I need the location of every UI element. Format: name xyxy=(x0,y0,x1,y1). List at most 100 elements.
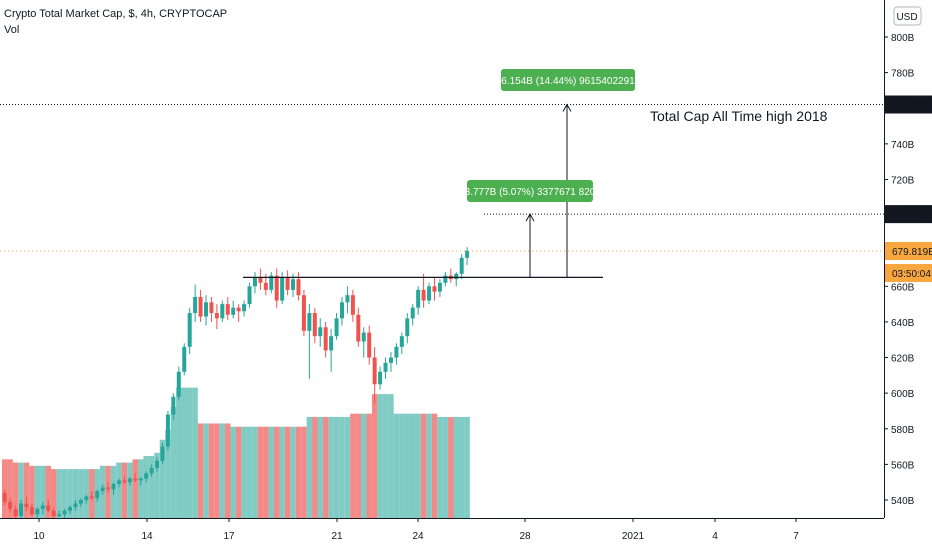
currency-button-label: USD xyxy=(896,12,917,23)
volume-bar xyxy=(453,416,459,518)
candle-body xyxy=(127,478,132,483)
price-tick-label: 800B xyxy=(891,33,915,44)
measure-label-1: 33.777B (5.07%) 3377671 8200 xyxy=(459,187,601,198)
candle-body xyxy=(405,318,410,337)
volume-bar xyxy=(61,469,68,518)
candle-body xyxy=(465,250,470,258)
currency-button[interactable] xyxy=(893,6,922,26)
price-tick-label: 600B xyxy=(891,389,915,400)
volume-bar xyxy=(203,423,209,518)
volume-bar xyxy=(219,423,226,518)
volume-bar xyxy=(230,426,236,518)
candle-body xyxy=(8,501,13,509)
volume-bar xyxy=(127,462,133,518)
time-tick-label: 14 xyxy=(141,531,153,542)
candle-body xyxy=(19,503,24,517)
price-tag: 762.092B xyxy=(892,101,932,112)
volume-bar xyxy=(328,416,334,518)
volume-bar xyxy=(252,426,258,518)
candle-body xyxy=(182,346,187,372)
candle-body xyxy=(2,492,7,502)
price-tag: 03:50:04 xyxy=(892,269,931,280)
volume-bar xyxy=(355,413,362,518)
candle-body xyxy=(361,332,366,342)
time-tick-label: 28 xyxy=(519,531,531,542)
candle-body xyxy=(329,336,334,351)
candle-body xyxy=(252,277,257,287)
volume-bar xyxy=(83,469,90,518)
candle-body xyxy=(46,505,51,511)
time-tick-label: 4 xyxy=(712,531,718,542)
candle-body xyxy=(51,510,56,517)
volume-bar xyxy=(40,465,46,518)
price-tick-label: 620B xyxy=(891,354,915,365)
candle-body xyxy=(367,332,372,358)
candle-body xyxy=(378,371,383,385)
volume-bar xyxy=(208,423,215,518)
volume-bar xyxy=(181,387,187,518)
volume-bar xyxy=(263,426,269,518)
candle-body xyxy=(318,327,323,337)
volume-bar xyxy=(45,465,51,518)
candle-body xyxy=(144,473,149,479)
candle-body xyxy=(176,371,181,397)
candle-body xyxy=(95,491,100,499)
volume-bar xyxy=(170,407,177,518)
volume-bar xyxy=(426,413,432,518)
candle-body xyxy=(193,296,198,314)
measure-arrow-1-head xyxy=(525,213,535,222)
volume-bar xyxy=(448,416,454,518)
volume-bar xyxy=(442,416,449,518)
volume-bar xyxy=(382,394,389,518)
candle-body xyxy=(399,336,404,347)
candle-body xyxy=(149,467,154,474)
price-tick-label: 740B xyxy=(891,140,915,151)
volume-label: Vol xyxy=(4,24,20,36)
volume-bar xyxy=(154,452,160,518)
volume-bar xyxy=(312,416,318,518)
price-tag-bg xyxy=(885,95,932,114)
candle-body xyxy=(106,487,111,490)
volume-bar xyxy=(464,416,470,518)
candle-body xyxy=(410,307,415,319)
time-tick-label: 2021 xyxy=(622,531,645,542)
candle-body xyxy=(220,304,225,319)
volume-bar xyxy=(78,469,84,518)
volume-bar xyxy=(333,416,340,518)
volume-bar xyxy=(34,465,41,518)
volume-bar xyxy=(295,426,302,518)
volume-bar xyxy=(404,413,410,518)
volume-bar xyxy=(18,462,24,518)
candle-body xyxy=(280,277,285,301)
candle-body xyxy=(133,478,138,481)
candle-body xyxy=(171,396,176,415)
volume-bar xyxy=(371,394,378,518)
volume-bar xyxy=(361,413,367,518)
volume-bar xyxy=(214,423,220,518)
candle-body xyxy=(285,277,290,290)
candle-body xyxy=(334,318,339,337)
volume-bar xyxy=(458,416,465,518)
volume-bar xyxy=(165,429,171,518)
volume-bar xyxy=(268,426,274,518)
candle-body xyxy=(247,286,252,305)
candle-body xyxy=(340,302,344,319)
candle-body xyxy=(301,295,306,331)
price-tick-label: 780B xyxy=(891,69,915,80)
candle-body xyxy=(323,327,328,351)
measure-arrow-2-head xyxy=(562,103,572,112)
candle-body xyxy=(307,313,312,331)
candle-body xyxy=(345,295,350,303)
candle-body xyxy=(73,503,78,508)
volume-bar xyxy=(322,416,329,518)
symbol-title: Crypto Total Market Cap, $, 4h, CRYPTOCA… xyxy=(4,8,228,20)
price-tick-label: 540B xyxy=(891,496,915,507)
candle-body xyxy=(187,313,192,347)
candle-body xyxy=(78,500,83,504)
measure-label-2: 96.154B (14.44%) 96154022917 xyxy=(496,76,641,87)
time-tick-label: 10 xyxy=(33,531,45,542)
price-tag: 700.54B xyxy=(892,210,930,221)
volume-bar xyxy=(399,413,405,518)
candle-body xyxy=(427,286,432,301)
